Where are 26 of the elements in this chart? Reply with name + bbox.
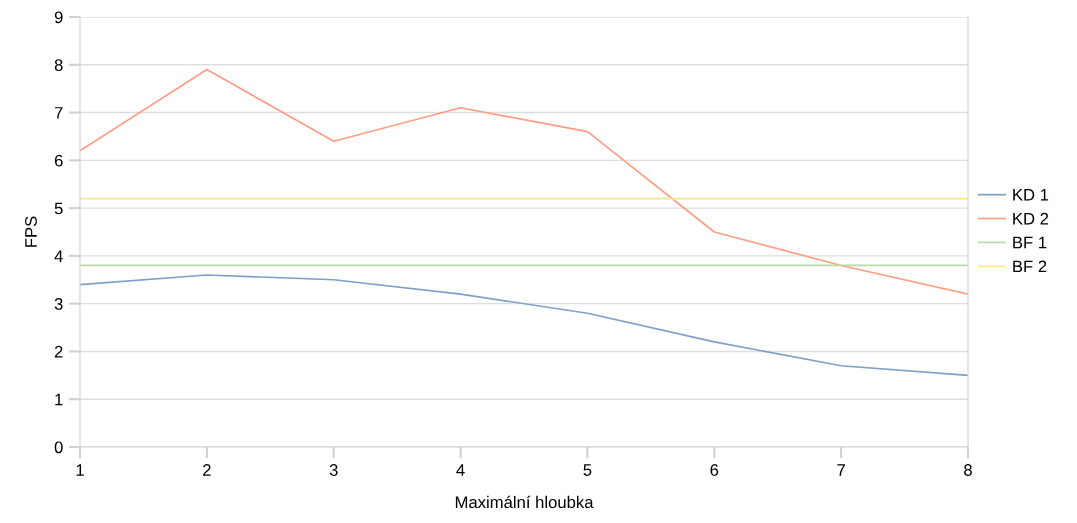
x-tick-label: 7: [837, 464, 845, 476]
y-axis-title: FPS: [25, 216, 37, 247]
y-tick-label: 6: [54, 154, 63, 167]
x-tick-label: 8: [964, 464, 972, 476]
legend-label: BF 1: [1013, 236, 1047, 249]
x-tick-label: 4: [456, 464, 465, 476]
x-tick-label: 3: [329, 464, 338, 476]
y-tick-label: 4: [54, 250, 63, 262]
y-tick-label: 0: [54, 441, 63, 454]
y-tick-label: 7: [54, 107, 63, 119]
y-tick-label: 8: [54, 59, 63, 71]
legend-label: KD 1: [1013, 189, 1049, 201]
x-tick-label: 2: [203, 464, 211, 476]
y-tick-label: 2: [54, 345, 63, 358]
line-series: [80, 68, 968, 295]
x-axis-title: Maximální hloubka: [455, 495, 594, 509]
legend-label: BF 2: [1013, 260, 1047, 273]
legend-label: KD 2: [1013, 212, 1049, 225]
y-tick-label: 5: [54, 202, 63, 215]
y-tick-label: 9: [54, 11, 63, 24]
y-tick-label: 1: [55, 393, 63, 406]
x-tick-label: 1: [76, 464, 84, 476]
y-tick-label: 3: [54, 298, 63, 310]
x-tick-label: 6: [710, 464, 719, 476]
line-series: [80, 274, 968, 377]
x-tick-label: 5: [583, 464, 592, 476]
